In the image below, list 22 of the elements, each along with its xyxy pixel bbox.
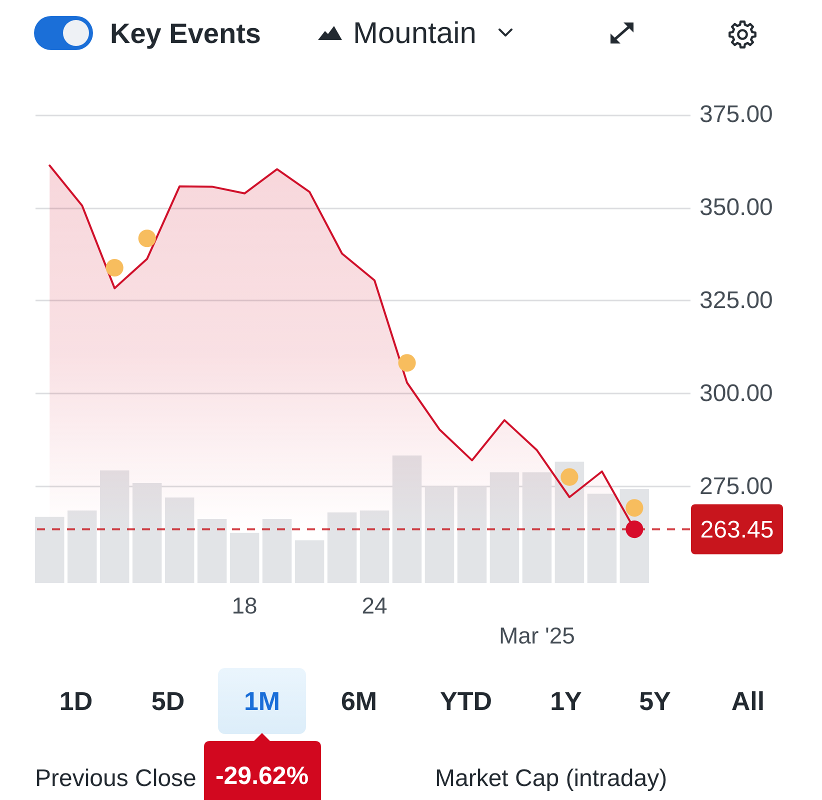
text: -29.62% (215, 762, 309, 790)
text: 1D (59, 686, 93, 716)
y-tick-label: 375.00 (700, 101, 773, 128)
ref-line-label: 263.45 (700, 516, 774, 544)
x-tick-label: 18 (232, 592, 258, 618)
y-tick-label: 275.00 (700, 472, 773, 500)
x-tick-label: Mar '25 (498, 622, 575, 648)
text: Previous Close (35, 765, 196, 792)
text: Mountain (353, 17, 476, 50)
text: All (731, 686, 765, 716)
text: 1Y (550, 686, 582, 716)
text: 5D (151, 686, 185, 716)
text: 5Y (639, 686, 671, 716)
text: Market Cap (intraday) (435, 765, 668, 792)
y-tick-label: 300.00 (700, 380, 773, 407)
y-tick-label: 325.00 (700, 286, 773, 314)
x-tick-label: 24 (362, 592, 388, 618)
text: 1M (244, 686, 280, 716)
text: YTD (440, 686, 492, 716)
text: Key Events (110, 18, 261, 49)
y-tick-label: 350.00 (700, 194, 773, 222)
text: 6M (340, 686, 378, 716)
